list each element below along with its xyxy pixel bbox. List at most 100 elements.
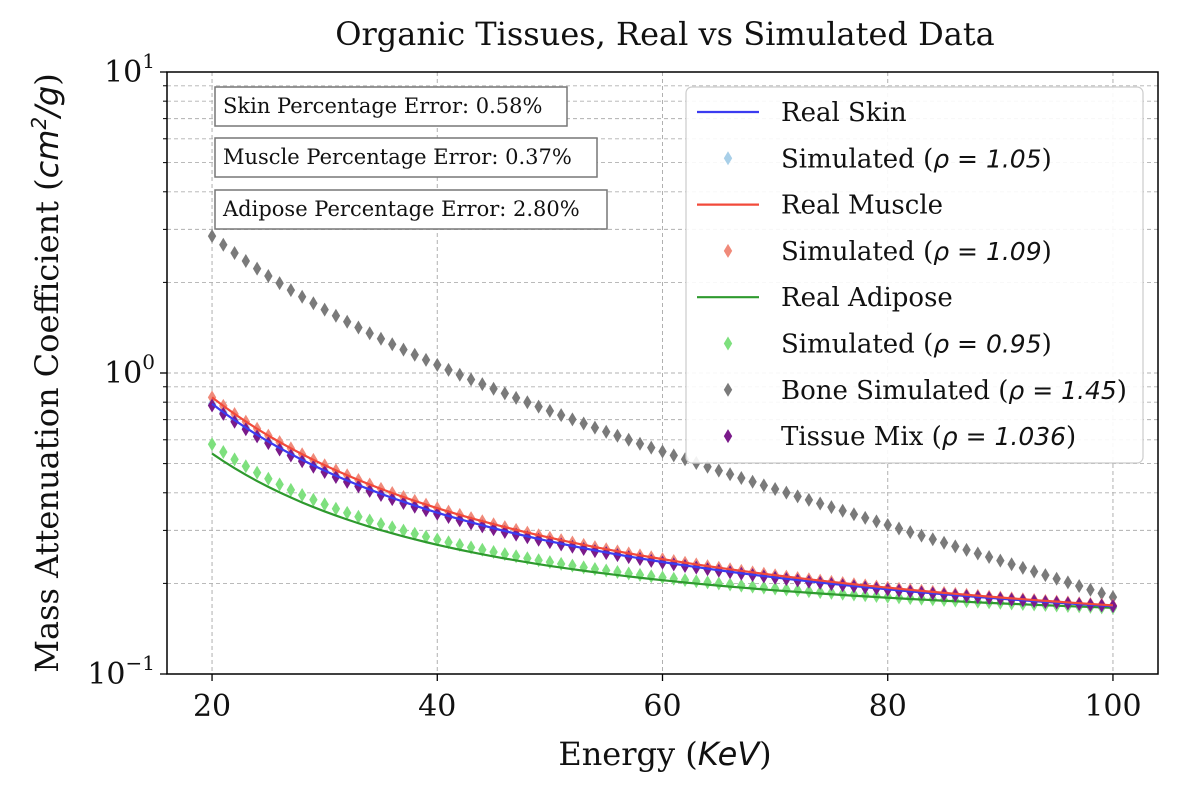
data-point [849, 587, 859, 602]
legend-marker-swatch [723, 336, 733, 351]
data-point [1018, 560, 1028, 575]
chart-title: Organic Tissues, Real vs Simulated Data [335, 15, 995, 53]
data-point [782, 582, 791, 597]
data-point [534, 399, 543, 414]
data-point [1052, 571, 1061, 586]
data-point [365, 483, 374, 498]
data-point [230, 246, 239, 261]
data-point [624, 432, 633, 447]
data-point [342, 505, 352, 520]
data-point [207, 390, 217, 405]
legend-item: Simulated (ρ = 1.09) [723, 237, 1052, 267]
series-line [211, 396, 1114, 607]
legend-marker-swatch [723, 243, 733, 258]
data-point [759, 580, 769, 595]
annotation-skin-error-text: Skin Percentage Error: 0.58% [223, 94, 542, 118]
data-point [264, 269, 273, 284]
data-point [1007, 557, 1016, 572]
data-point [838, 586, 847, 601]
data-point [309, 296, 318, 311]
data-point [376, 488, 386, 503]
series-0 [211, 402, 1114, 608]
data-point [399, 342, 408, 357]
data-point [331, 501, 341, 516]
annotation-adipose-error: Adipose Percentage Error: 2.80% [214, 189, 608, 230]
data-point [1097, 586, 1106, 601]
data-point [793, 583, 802, 598]
data-point [1041, 568, 1050, 583]
data-point [827, 500, 836, 515]
series-2 [211, 396, 1114, 607]
data-point [388, 492, 397, 507]
data-point [230, 452, 239, 467]
data-point [354, 509, 363, 524]
data-point [286, 482, 296, 497]
data-point [376, 517, 386, 532]
data-point [714, 463, 724, 478]
data-point [590, 561, 600, 576]
data-point [613, 428, 622, 443]
data-point [342, 314, 352, 329]
x-axis-label: Energy (KeV) [558, 735, 771, 773]
legend-label: Real Adipose [781, 283, 953, 313]
legend-label: Simulated (ρ = 1.05) [781, 144, 1052, 174]
data-point [917, 528, 926, 543]
data-point [579, 416, 588, 431]
data-point [297, 289, 307, 304]
data-point [861, 588, 870, 603]
data-point [354, 320, 363, 335]
data-point [297, 487, 307, 502]
data-point [342, 474, 352, 489]
data-point [365, 513, 374, 528]
data-point [388, 337, 397, 352]
data-point [376, 331, 386, 346]
annotation-muscle-error-text: Muscle Percentage Error: 0.37% [223, 145, 572, 169]
data-point [973, 546, 983, 561]
data-point [793, 489, 802, 504]
data-point [1029, 564, 1039, 579]
data-point [241, 253, 251, 268]
legend-label: Simulated (ρ = 1.09) [781, 237, 1052, 267]
data-point [647, 440, 656, 455]
data-point [410, 526, 419, 541]
data-point [703, 459, 712, 474]
legend: Real Skin Simulated (ρ = 1.05) Real Muscle… [685, 86, 1144, 464]
legend-item: Simulated (ρ = 0.95) [723, 330, 1052, 360]
data-point [883, 517, 892, 532]
data-point [759, 478, 769, 493]
data-point [1063, 575, 1073, 590]
legend-label: Simulated (ρ = 0.95) [781, 330, 1052, 360]
data-point [252, 261, 262, 276]
data-point [669, 448, 678, 463]
data-point [725, 577, 735, 592]
ticks: 20 40 60 80 100 10−1 100 101 [87, 49, 1141, 724]
data-point [1108, 599, 1118, 614]
data-point [478, 377, 487, 392]
data-point [207, 398, 217, 413]
data-point [241, 459, 251, 474]
data-point [252, 465, 262, 480]
data-point [894, 521, 904, 536]
data-point [207, 229, 217, 244]
data-point [309, 492, 318, 507]
data-point [264, 471, 273, 486]
data-point [635, 436, 645, 451]
x-tick-label: 80 [869, 689, 907, 724]
data-point [444, 362, 453, 377]
data-point [928, 532, 937, 547]
data-point [680, 573, 690, 588]
data-point [804, 492, 814, 507]
data-point [996, 553, 1005, 568]
data-point [962, 542, 971, 557]
data-point [838, 503, 847, 518]
data-point [861, 510, 870, 525]
data-point [1086, 582, 1095, 597]
data-point [568, 412, 577, 427]
data-point [872, 514, 881, 529]
data-point [770, 482, 780, 497]
data-point [219, 445, 228, 460]
data-point [815, 585, 825, 600]
data-point [1074, 579, 1084, 594]
data-point [433, 357, 442, 372]
